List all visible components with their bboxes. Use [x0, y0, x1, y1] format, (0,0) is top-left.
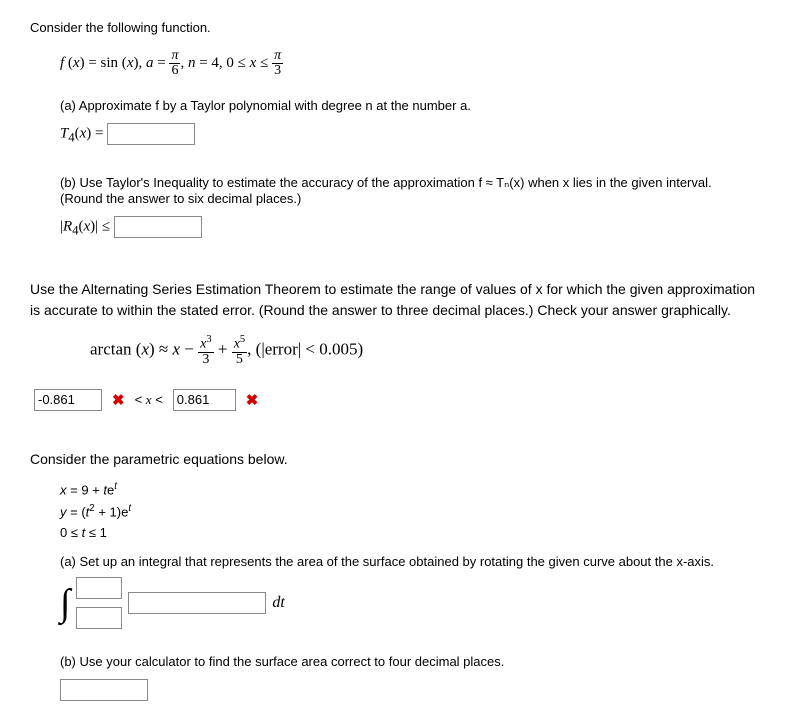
- problem-parametric: Consider the parametric equations below.…: [30, 451, 757, 701]
- integrand-input[interactable]: [128, 592, 266, 614]
- integral-limits: [76, 577, 122, 629]
- wrong-icon: ✖: [246, 391, 259, 409]
- p2-left-input[interactable]: [34, 389, 102, 411]
- p2-intro: Use the Alternating Series Estimation Th…: [30, 279, 757, 321]
- p1-r4-row: |R4(x)| ≤: [60, 216, 757, 238]
- problem-alternating: Use the Alternating Series Estimation Th…: [30, 279, 757, 411]
- p2-approx: arctan (x) ≈ x − x33 + x55, (|error| < 0…: [90, 335, 757, 367]
- surface-area-input[interactable]: [60, 679, 148, 701]
- p1-part-b-label: (b) Use Taylor's Inequality to estimate …: [60, 175, 757, 206]
- p2-right-input[interactable]: [173, 389, 236, 411]
- integral-symbol: ∫: [60, 584, 70, 622]
- p1-part-a-label: (a) Approximate f by a Taylor polynomial…: [60, 98, 757, 113]
- dt-label: dt: [272, 594, 284, 612]
- upper-limit-input[interactable]: [76, 577, 122, 599]
- p1-t4-row: T4(x) =: [60, 123, 757, 145]
- problem-taylor: Consider the following function. f (x) =…: [30, 20, 757, 239]
- p2-answer-row: ✖ < x < ✖: [34, 389, 757, 411]
- p3-part-a-label: (a) Set up an integral that represents t…: [60, 554, 757, 569]
- p3-eq-y: y = (t2 + 1)et: [60, 501, 757, 523]
- p3-part-b-label: (b) Use your calculator to find the surf…: [60, 654, 757, 669]
- p1-intro: Consider the following function.: [30, 20, 757, 35]
- p1-part-a: (a) Approximate f by a Taylor polynomial…: [60, 98, 757, 145]
- p1-function: f (x) = sin (x), a = π6, n = 4, 0 ≤ x ≤ …: [60, 49, 757, 78]
- p3-part-b-answer: [60, 679, 757, 701]
- p2-error-text: (|error| < 0.005): [256, 340, 364, 359]
- p1-part-b: (b) Use Taylor's Inequality to estimate …: [60, 175, 757, 238]
- p3-intro: Consider the parametric equations below.: [30, 451, 757, 467]
- p2-mid: < x <: [135, 392, 163, 408]
- p3-eq-range: 0 ≤ t ≤ 1: [60, 523, 757, 544]
- wrong-icon: ✖: [112, 391, 125, 409]
- p3-integral: ∫ dt: [60, 577, 757, 629]
- p3-eq-x: x = 9 + tet: [60, 479, 757, 501]
- lower-limit-input[interactable]: [76, 607, 122, 629]
- p3-equations: x = 9 + tet y = (t2 + 1)et 0 ≤ t ≤ 1: [60, 479, 757, 544]
- t4-input[interactable]: [107, 123, 195, 145]
- r4-input[interactable]: [114, 216, 202, 238]
